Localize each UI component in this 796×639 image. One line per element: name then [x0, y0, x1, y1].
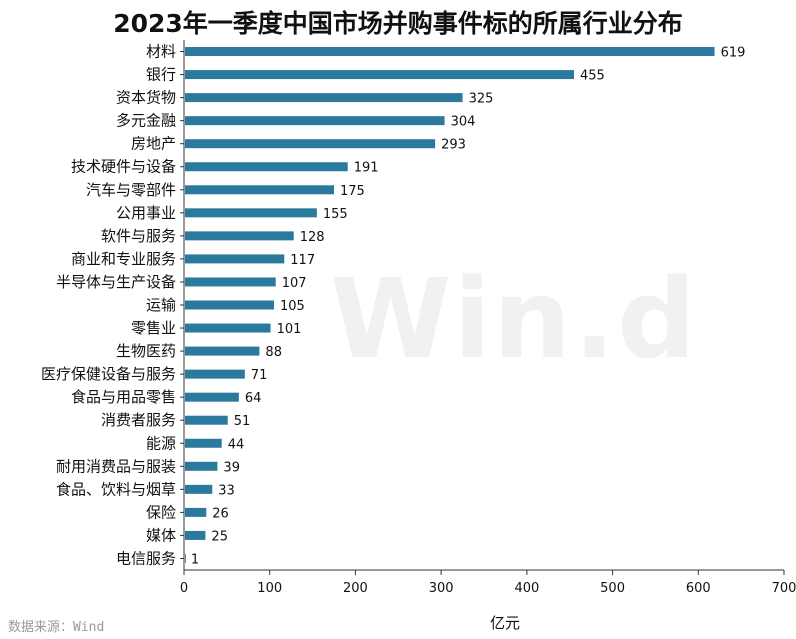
category-label: 资本货物: [116, 89, 176, 107]
x-tick-label: 500: [600, 581, 625, 596]
category-label: 多元金融: [116, 112, 176, 130]
category-label: 消费者服务: [101, 411, 176, 429]
bar: [185, 346, 260, 356]
value-label: 44: [228, 437, 245, 452]
bar: [185, 415, 228, 425]
bar: [185, 507, 207, 517]
bar: [185, 323, 271, 333]
x-tick-label: 300: [429, 581, 454, 596]
x-tick-label: 100: [257, 581, 282, 596]
value-label: 25: [211, 529, 228, 544]
bar: [185, 185, 334, 195]
value-label: 105: [280, 299, 305, 314]
bar: [185, 231, 294, 241]
x-tick-label: 600: [686, 581, 711, 596]
value-label: 619: [721, 46, 746, 61]
category-label: 医疗保健设备与服务: [41, 365, 176, 383]
value-label: 107: [282, 276, 307, 291]
value-label: 455: [580, 69, 605, 84]
category-label: 耐用消费品与服装: [56, 457, 176, 475]
bar: [185, 208, 317, 218]
value-label: 71: [251, 368, 268, 383]
category-label: 电信服务: [116, 549, 176, 567]
value-label: 155: [323, 207, 348, 222]
bar: [185, 139, 436, 149]
value-label: 33: [218, 483, 235, 498]
category-label: 软件与服务: [101, 227, 176, 245]
value-label: 39: [223, 460, 240, 475]
bar: [185, 70, 574, 80]
x-tick-label: 0: [180, 581, 188, 596]
value-label: 26: [212, 506, 229, 521]
value-label: 304: [451, 115, 476, 130]
category-label: 房地产: [131, 135, 176, 153]
value-label: 175: [340, 184, 365, 199]
value-label: 191: [354, 161, 379, 176]
category-label: 媒体: [146, 526, 176, 544]
category-label: 食品、饮料与烟草: [56, 480, 176, 498]
bar: [185, 277, 276, 287]
category-label: 材料: [146, 43, 176, 61]
value-label: 128: [300, 230, 325, 245]
value-label: 64: [245, 391, 262, 406]
category-label: 商业和专业服务: [71, 250, 176, 268]
wind-watermark: Win.d: [330, 255, 698, 383]
x-axis-title: 亿元: [489, 614, 520, 632]
value-label: 117: [290, 253, 315, 268]
source-note: 数据来源：Wind: [8, 620, 105, 635]
category-label: 技术硬件与设备: [71, 158, 176, 176]
x-tick-label: 700: [772, 581, 796, 596]
plot-area: 材料 619 银行 455 资本货物 325 多元金融 304 房地产 293 技术硬件与设备 191…: [41, 40, 796, 596]
x-tick-label: 200: [343, 581, 368, 596]
category-label: 食品与用品零售: [71, 388, 176, 406]
category-label: 生物医药: [116, 342, 176, 360]
value-label: 101: [277, 322, 302, 337]
value-label: 88: [265, 345, 282, 360]
bar: [185, 369, 245, 379]
category-label: 公用事业: [116, 204, 176, 222]
value-label: 1: [191, 552, 199, 567]
category-label: 保险: [146, 503, 176, 521]
bar: [185, 93, 463, 103]
bar: [185, 47, 715, 57]
category-label: 半导体与生产设备: [56, 273, 176, 291]
value-label: 325: [469, 92, 494, 107]
bar: [185, 300, 274, 310]
bar: [185, 461, 218, 471]
bar: [185, 116, 445, 126]
bar: [185, 553, 186, 563]
category-label: 银行: [146, 66, 176, 84]
chart-title: 2023年一季度中国市场并购事件标的所属行业分布: [113, 9, 683, 38]
bar: [185, 254, 285, 264]
category-label: 汽车与零部件: [86, 181, 176, 199]
value-label: 51: [234, 414, 251, 429]
x-tick-label: 400: [514, 581, 539, 596]
category-label: 能源: [146, 434, 176, 452]
category-label: 运输: [146, 296, 176, 314]
bar: [185, 530, 206, 540]
value-label: 293: [441, 138, 466, 153]
bar: [185, 438, 222, 448]
bar: [185, 162, 348, 172]
category-label: 零售业: [131, 319, 176, 337]
bar: [185, 392, 239, 402]
bar: [185, 484, 213, 494]
